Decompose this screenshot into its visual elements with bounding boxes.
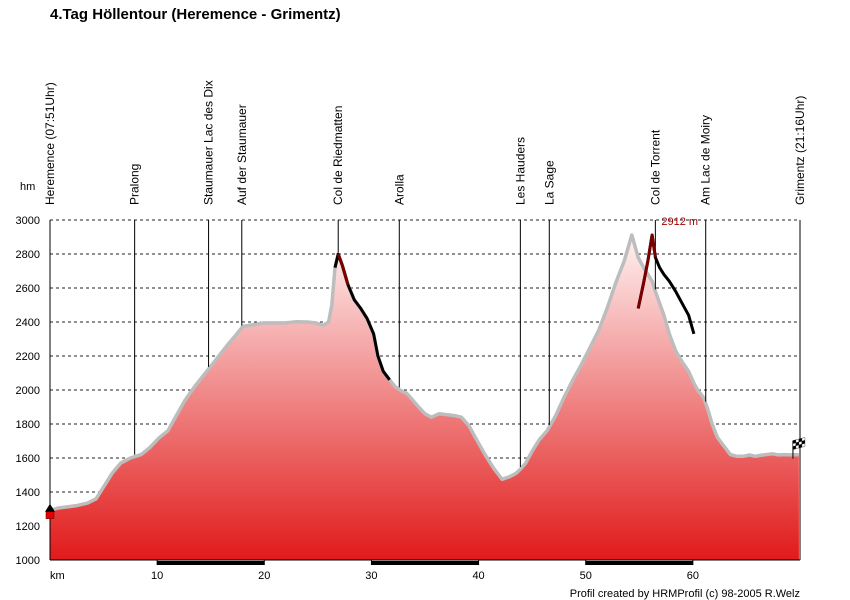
waypoint-label: Arolla [392,174,406,205]
start-marker-icon [45,511,55,519]
y-tick-label: 2600 [16,283,40,295]
summit-section-1 [636,233,657,309]
y-tick-label: 1200 [16,521,40,533]
x-tick-label: 50 [580,570,592,582]
y-tick-label: 1800 [16,419,40,431]
flag-square [795,444,800,449]
y-axis-ticks: 1000 1200 1400 1600 1800 2000 2200 2400 2600 2800… [16,215,40,567]
summit-section-0 [336,253,350,286]
y-axis-unit-label: hm [20,181,35,193]
waypoint-label: Auf der Staumauer [235,104,249,205]
x-axis-band-0 [157,561,265,565]
waypoint-label: Heremence (07:51Uhr) [43,82,57,205]
waypoint-label: Grimentz (21:16Uhr) [793,96,807,205]
y-tick-label: 1400 [16,487,40,499]
x-tick-label: 60 [687,570,699,582]
x-tick-label: 10 [151,570,163,582]
y-tick-label: 2800 [16,249,40,261]
x-axis-ticks: 10 20 30 40 50 60 [151,560,699,582]
finish-flag-icon [792,437,806,450]
profile-overlay: 2912 m [45,216,806,561]
waypoint-markers: Heremence (07:51Uhr) Pralong Staumauer Lac… [43,80,807,560]
x-tick-label: 20 [258,570,270,582]
waypoint-label: Les Hauders [513,137,527,205]
peak-elevation-label: 2912 m [661,216,698,228]
waypoint-label: La Sage [542,160,556,205]
flag-square [792,445,797,450]
waypoint-label: Col de Torrent [648,129,662,205]
waypoint-label: Am Lac de Moiry [699,115,713,205]
flag-square [798,443,803,449]
x-axis-unit-label: km [50,570,65,582]
y-tick-label: 2200 [16,351,40,363]
y-tick-label: 2000 [16,385,40,397]
y-tick-label: 1000 [16,555,40,567]
profile-area [49,233,799,560]
waypoint-label: Col de Riedmatten [331,106,345,205]
x-tick-label: 30 [365,570,377,582]
flag-square [801,443,806,448]
x-axis-band-2 [585,561,693,565]
chart-title: 4.Tag Höllentour (Heremence - Grimentz) [50,6,341,23]
credit-text: Profil created by HRMProfil (c) 98-2005 … [570,588,800,600]
waypoint-label: Staumauer Lac des Dix [202,80,216,205]
y-tick-label: 3000 [16,215,40,227]
y-tick-label: 2400 [16,317,40,329]
x-axis-band-1 [371,561,479,565]
profile-line [49,233,799,513]
x-tick-label: 40 [472,570,484,582]
y-tick-label: 1600 [16,453,40,465]
profile-fill [50,235,799,560]
waypoint-label: Pralong [128,164,142,205]
start-triangle-icon [45,503,55,512]
